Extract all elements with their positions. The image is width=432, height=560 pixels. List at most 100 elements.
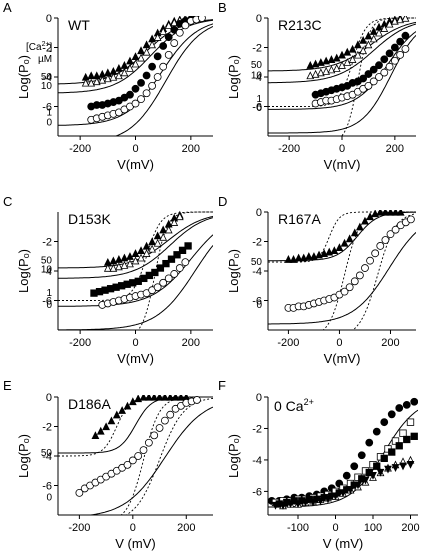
data-point [332, 64, 341, 72]
data-point [345, 283, 354, 292]
data-point [164, 50, 173, 59]
data-point [96, 426, 105, 435]
ca-concentration-label: 0 [46, 300, 52, 311]
y-axis-label: Log(Pₒ) [16, 434, 31, 478]
data-point [114, 262, 123, 271]
data-point [160, 416, 169, 425]
data-point [107, 416, 116, 425]
data-point [332, 53, 341, 62]
data-point [401, 31, 410, 40]
y-tick-label: 0 [46, 392, 52, 404]
data-point [372, 427, 381, 436]
data-point [109, 72, 118, 81]
y-tick-label: -4 [252, 455, 262, 467]
ca-legend-label: [Ca2+] [26, 41, 53, 53]
x-tick-label: 200 [401, 522, 419, 534]
data-point [380, 418, 389, 427]
data-point [322, 66, 331, 75]
data-point [361, 216, 369, 225]
data-point [137, 253, 145, 262]
data-point [387, 410, 396, 419]
data-point [388, 448, 396, 456]
data-point [148, 62, 157, 71]
x-tick-label: 100 [364, 522, 382, 534]
data-point [284, 255, 293, 263]
y-tick-label: -4 [42, 451, 52, 463]
y-tick-label: -6 [252, 102, 262, 114]
data-point [164, 21, 173, 30]
ca-concentration-label: 0 [46, 492, 52, 503]
data-point [131, 256, 140, 265]
data-point [81, 78, 90, 87]
data-point [369, 77, 378, 86]
y-tick-label: -4 [42, 266, 52, 278]
data-point [309, 498, 317, 507]
ca-legend-unit: µM [38, 54, 52, 65]
data-point [390, 16, 399, 25]
plot-area [58, 16, 213, 136]
model-dashed-line [268, 17, 416, 107]
data-point [396, 210, 405, 216]
data-point [343, 47, 352, 56]
data-point [184, 242, 192, 250]
data-point [155, 395, 164, 401]
plot-area [268, 397, 418, 510]
data-point [390, 56, 399, 65]
panel-f: F 0 -2 -4 -6 -100 0 100 200 V (mV) Log(Pₒ) 0 Ca2+ [218, 378, 420, 551]
x-tick-label: 0 [132, 337, 138, 349]
data-point [159, 27, 168, 35]
data-point [118, 406, 127, 414]
data-point [139, 446, 148, 455]
model-dashed-line [58, 211, 213, 301]
data-point [98, 75, 107, 84]
data-point [156, 264, 165, 272]
data-point [148, 40, 157, 49]
data-point [177, 395, 185, 401]
data-point [306, 61, 315, 69]
data-point [153, 33, 162, 41]
panel-title: D186A [68, 396, 111, 412]
y-tick-label: -2 [42, 237, 52, 249]
x-tick-label: 0 [130, 522, 136, 534]
data-point [384, 465, 392, 474]
series-circle-open [75, 396, 201, 497]
y-tick-label: 0 [256, 13, 262, 25]
data-point [325, 247, 334, 256]
plot-area [268, 210, 416, 330]
data-point [134, 452, 143, 460]
x-tick-label: -100 [287, 522, 309, 534]
panel-letter: E [3, 378, 12, 393]
data-point [294, 500, 302, 509]
data-point [120, 61, 129, 69]
y-tick-label: -6 [42, 102, 52, 114]
data-point [178, 246, 187, 255]
panel-e: E 0 -2 -4 -6 -200 0 200 V (mV) Log(Pₒ) D186A 50 0 [3, 378, 213, 551]
x-tick-label: -200 [68, 522, 90, 534]
data-point [166, 395, 175, 401]
panel-letter: F [218, 378, 226, 393]
y-axis-label: Log(Pₒ) [226, 249, 241, 293]
panel-title: WT [68, 17, 90, 33]
data-point [170, 39, 179, 47]
x-axis-label: V (mV) [323, 536, 363, 551]
data-point [345, 234, 354, 243]
panel-d: D 0 -2 -4 -6 -200 0 200 V(mV) Log(Pₒ) R167A 50 0 [218, 194, 416, 366]
data-point [361, 476, 370, 485]
data-point [376, 468, 385, 477]
panel-title: 0 Ca2+ [274, 397, 314, 414]
data-point [162, 259, 170, 268]
data-point [175, 28, 184, 37]
data-point [355, 271, 364, 280]
data-point [343, 58, 352, 66]
data-point [159, 278, 168, 287]
ca-concentration-label: 10 [41, 265, 53, 276]
data-point [364, 40, 373, 49]
data-point [120, 68, 129, 77]
y-tick-label: 0 [256, 207, 262, 219]
model-dashed-line [125, 398, 213, 515]
x-tick-label: 200 [182, 143, 200, 155]
fit-line [58, 23, 213, 126]
data-point [340, 238, 349, 247]
